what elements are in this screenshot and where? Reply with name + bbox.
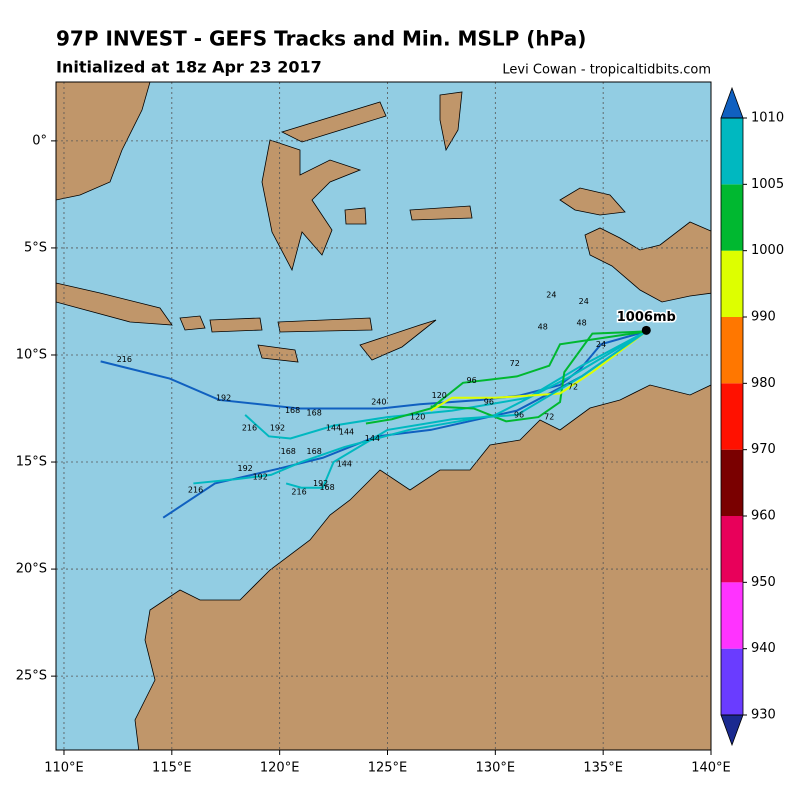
colorbar-segment bbox=[721, 582, 743, 649]
hour-label: 120 bbox=[410, 413, 425, 422]
hour-label: 120 bbox=[432, 391, 447, 400]
colorbar-frame bbox=[720, 117, 744, 716]
colorbar-tick-label: 1000 bbox=[751, 243, 784, 258]
hour-label: 144 bbox=[365, 434, 380, 443]
colorbar-segment bbox=[721, 317, 743, 384]
hour-label: 216 bbox=[188, 485, 203, 494]
colorbar-tick-label: 930 bbox=[751, 708, 776, 723]
hour-label: 72 bbox=[510, 359, 520, 368]
chart-subtitle: Initialized at 18z Apr 23 2017 bbox=[56, 58, 322, 77]
hour-label: 96 bbox=[467, 376, 477, 385]
colorbar-segment bbox=[721, 250, 743, 317]
hour-label: 96 bbox=[514, 410, 524, 419]
colorbar: 930 940 950 960 970 980 990 1000 1005 1010 bbox=[720, 86, 784, 747]
hour-label: 72 bbox=[544, 413, 554, 422]
x-tick-label: 115°E bbox=[152, 761, 192, 776]
hour-label: 192 bbox=[270, 423, 285, 432]
current-label: 1006mb bbox=[617, 310, 676, 325]
colorbar-tick-label: 980 bbox=[751, 376, 776, 391]
current-position bbox=[641, 325, 651, 335]
hour-label: 192 bbox=[313, 479, 328, 488]
track bbox=[285, 330, 647, 489]
y-tick-label: 0° bbox=[32, 133, 47, 148]
hour-label: 216 bbox=[242, 423, 257, 432]
colorbar-tick-label: 970 bbox=[751, 442, 776, 457]
colorbar-tick-label: 1010 bbox=[751, 111, 784, 126]
hour-label: 144 bbox=[337, 460, 352, 469]
hour-label: 24 bbox=[579, 297, 589, 306]
hour-label: 144 bbox=[339, 428, 354, 437]
tracks: 2161921682401441681922161201681922161441… bbox=[100, 291, 677, 519]
x-tick-label: 135°E bbox=[583, 761, 623, 776]
hour-label: 192 bbox=[253, 473, 268, 482]
hour-label: 24 bbox=[596, 340, 606, 349]
y-tick-label: 20°S bbox=[16, 562, 47, 577]
y-tick-label: 15°S bbox=[16, 455, 47, 470]
hour-label: 216 bbox=[117, 355, 132, 364]
colorbar-segment bbox=[721, 648, 743, 715]
colorbar-segment bbox=[721, 383, 743, 450]
x-tick-label: 120°E bbox=[260, 761, 300, 776]
colorbar-tick-label: 990 bbox=[751, 310, 776, 325]
colorbar-segment bbox=[721, 184, 743, 251]
track bbox=[430, 330, 647, 423]
land bbox=[56, 82, 711, 750]
hour-label: 192 bbox=[216, 393, 231, 402]
colorbar-tick-label: 960 bbox=[751, 509, 776, 524]
hour-label: 48 bbox=[577, 318, 587, 327]
track bbox=[430, 330, 647, 412]
hour-label: 96 bbox=[484, 398, 494, 407]
colorbar-tick-label: 1005 bbox=[751, 177, 784, 192]
x-tick-label: 110°E bbox=[44, 761, 84, 776]
colorbar-segment bbox=[721, 449, 743, 516]
hour-label: 192 bbox=[238, 464, 253, 473]
hour-label: 168 bbox=[319, 483, 334, 492]
x-tick-label: 125°E bbox=[368, 761, 408, 776]
map-frame bbox=[55, 81, 712, 751]
colorbar-segment bbox=[721, 516, 743, 583]
hour-label: 24 bbox=[546, 291, 556, 300]
colorbar-extend-low bbox=[720, 714, 744, 747]
colorbar-tick-label: 950 bbox=[751, 575, 776, 590]
hour-label: 240 bbox=[371, 398, 386, 407]
y-tick-label: 5°S bbox=[24, 240, 47, 255]
x-tick-label: 140°E bbox=[691, 761, 731, 776]
x-tick-label: 130°E bbox=[476, 761, 516, 776]
colorbar-tick-label: 940 bbox=[751, 641, 776, 656]
chart-title: 97P INVEST - GEFS Tracks and Min. MSLP (… bbox=[56, 27, 586, 51]
hour-label: 168 bbox=[307, 447, 322, 456]
hour-label: 168 bbox=[285, 406, 300, 415]
credit: Levi Cowan - tropicaltidbits.com bbox=[502, 63, 711, 78]
hour-label: 144 bbox=[326, 423, 341, 432]
colorbar-extend-high bbox=[720, 86, 744, 119]
track bbox=[193, 330, 647, 485]
hour-label: 48 bbox=[538, 323, 548, 332]
hour-label: 168 bbox=[281, 447, 296, 456]
hour-label: 168 bbox=[307, 408, 322, 417]
colorbar-segment bbox=[721, 118, 743, 185]
hour-label: 72 bbox=[568, 383, 578, 392]
y-tick-label: 10°S bbox=[16, 347, 47, 362]
y-tick-label: 25°S bbox=[16, 669, 47, 684]
hour-label: 216 bbox=[291, 488, 306, 497]
